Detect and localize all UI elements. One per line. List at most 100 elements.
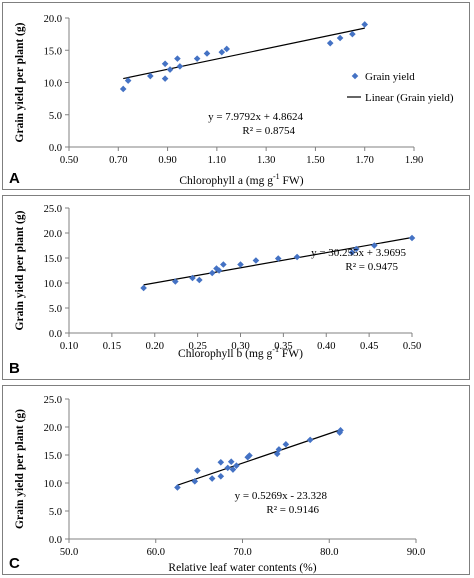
data-point [215,267,223,274]
x-axis-title-main: Chlorophyll a (mg g [179,175,273,187]
panel-label-b: B [9,360,20,377]
x-tick-label: 1.70 [356,155,374,166]
legend-marker [351,72,359,80]
x-tick-label: 1.50 [306,155,324,166]
data-point [203,50,211,57]
data-point [352,245,360,253]
data-point [326,39,334,47]
y-tick-label: 25.0 [44,204,62,215]
data-point [229,466,237,473]
panel-label-a: A [9,170,20,187]
r-squared-label: R² = 0.9146 [266,504,319,516]
x-tick-label: 1.10 [208,155,226,166]
r-squared-label: R² = 0.8754 [242,125,295,137]
data-point [193,55,201,62]
y-tick-label: 15.0 [44,46,62,57]
data-point [196,276,203,284]
y-tick-label: 0.0 [49,535,62,546]
data-point [161,60,169,68]
data-point [166,66,174,73]
regression-equation: y = 7.9792x + 4.8624 [208,111,303,123]
x-axis-title-superscript: -1 [272,345,279,354]
y-axis-title: Grain yield per plant (g) [14,210,26,330]
x-tick-label: 70.0 [233,547,251,558]
x-tick-label: 0.50 [403,341,421,352]
x-tick-label: 0.40 [317,341,335,352]
data-point [408,234,416,242]
data-point [217,472,225,480]
x-axis-title: Chlorophyll b (mg g-1 FW) [178,345,303,360]
data-point [217,458,225,466]
r-squared-label: R² = 0.9475 [345,261,398,273]
data-point [237,261,244,268]
data-point [252,257,260,264]
data-point [349,30,356,38]
data-point [223,45,231,53]
data-point [161,75,169,82]
y-tick-label: 5.0 [49,507,62,518]
x-axis-title-main: Chlorophyll b (mg g [178,348,272,360]
x-tick-label: 1.30 [257,155,275,166]
x-tick-label: 0.15 [103,341,121,352]
data-point [208,269,216,277]
data-point [306,436,314,444]
data-point [218,48,226,56]
x-tick-label: 0.35 [274,341,292,352]
data-point [274,255,282,262]
y-tick-label: 15.0 [44,254,62,265]
chart-panel-c: 0.0 5.0 10.0 15.0 20.0 25.0 50.0 60.0 70.0 80.0 90… [2,385,470,575]
y-axis-title: Grain yield per plant (g) [14,409,26,529]
x-tick-label: 60.0 [147,547,165,558]
y-tick-label: 10.0 [44,279,62,290]
chart-a-svg: 0.0 5.0 10.0 15.0 20.0 0.50 0.70 0.90 1.10 1.30 1.… [14,14,454,187]
data-point [336,34,344,42]
x-axis-title-main: Relative leaf water contents (%) [168,562,316,574]
y-tick-label: 20.0 [44,14,62,25]
y-axis-title: Grain yield per plant (g) [14,22,26,142]
chart-panel-b: 0.0 5.0 10.0 15.0 20.0 25.0 0.10 0.15 0.20 0.25 0.… [2,195,470,380]
y-tick-label: 0.0 [49,143,62,154]
y-tick-label: 5.0 [49,111,62,122]
data-point [293,253,301,261]
x-tick-label: 0.70 [109,155,127,166]
x-tick-label: 0.45 [360,341,378,352]
y-tick-label: 20.0 [44,423,62,434]
data-point [208,475,216,482]
x-tick-label: 0.10 [60,341,78,352]
data-point [282,441,290,448]
data-point [174,55,181,62]
y-tick-label: 0.0 [49,329,62,340]
data-point [189,274,196,282]
x-tick-label: 90.0 [407,547,425,558]
data-point [348,249,356,256]
regression-equation: y = 30.255x + 3.9695 [311,247,406,259]
data-point [275,446,283,453]
y-tick-label: 25.0 [44,395,62,406]
x-tick-label: 0.25 [188,341,206,352]
x-axis-title: Chlorophyll a (mg g-1 FW) [179,172,303,187]
data-point [119,85,127,93]
data-point [147,72,154,80]
x-tick-label: 0.30 [231,341,249,352]
data-point [224,464,232,472]
x-tick-label: 80.0 [320,547,338,558]
x-axis-title-tail: FW) [280,175,304,187]
chart-panel-a: 0.0 5.0 10.0 15.0 20.0 0.50 0.70 0.90 1.10 1.30 1.… [2,2,470,190]
chart-b-svg: 0.0 5.0 10.0 15.0 20.0 25.0 0.10 0.15 0.20 0.25 0.… [14,204,421,360]
panel-label-c: C [9,555,20,572]
trendline [123,27,365,80]
data-point [227,458,235,466]
data-point [244,453,252,461]
x-tick-label: 1.90 [405,155,423,166]
data-point [194,467,201,474]
y-tick-label: 10.0 [44,79,62,90]
y-tick-label: 5.0 [49,304,62,315]
x-tick-label: 50.0 [60,547,78,558]
data-point [140,284,147,292]
y-tick-label: 15.0 [44,451,62,462]
data-point [172,278,179,285]
legend-label-series: Grain yield [365,71,415,83]
x-tick-label: 0.20 [146,341,164,352]
legend-label-trendline: Linear (Grain yield) [365,92,454,104]
x-axis-title-tail: FW) [279,348,303,360]
